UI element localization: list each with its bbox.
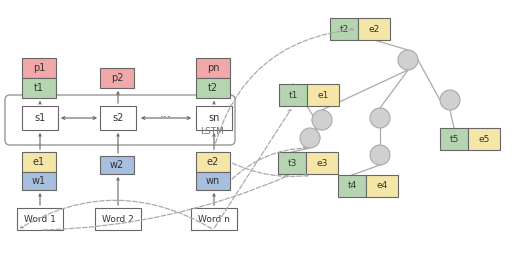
Text: t3: t3 [287,158,297,167]
Text: pn: pn [207,63,219,73]
Text: e5: e5 [479,135,490,144]
FancyBboxPatch shape [196,106,232,130]
Text: e3: e3 [316,158,328,167]
FancyBboxPatch shape [440,128,468,150]
Text: t1: t1 [288,90,298,100]
FancyBboxPatch shape [279,84,307,106]
FancyBboxPatch shape [338,175,366,197]
Text: ···: ··· [160,112,172,124]
FancyBboxPatch shape [22,172,56,190]
FancyBboxPatch shape [307,84,339,106]
Text: w2: w2 [110,160,124,170]
Circle shape [300,128,320,148]
Text: Word 1: Word 1 [24,214,56,224]
Text: sn: sn [208,113,219,123]
FancyBboxPatch shape [22,152,56,172]
Text: t5: t5 [449,135,458,144]
FancyBboxPatch shape [330,18,358,40]
Text: s1: s1 [34,113,46,123]
Text: t2: t2 [208,83,218,93]
Text: e1: e1 [317,90,328,100]
FancyBboxPatch shape [196,58,230,78]
FancyBboxPatch shape [22,58,56,78]
FancyBboxPatch shape [100,68,134,88]
FancyBboxPatch shape [196,152,230,172]
FancyBboxPatch shape [306,152,338,174]
FancyBboxPatch shape [100,156,134,174]
Text: t1: t1 [34,83,44,93]
FancyBboxPatch shape [191,208,237,230]
Text: Word n: Word n [198,214,230,224]
Text: e1: e1 [33,157,45,167]
Text: e4: e4 [376,182,388,190]
Text: p1: p1 [33,63,45,73]
FancyBboxPatch shape [468,128,500,150]
Circle shape [398,50,418,70]
FancyBboxPatch shape [22,106,58,130]
FancyBboxPatch shape [95,208,141,230]
FancyBboxPatch shape [5,95,235,145]
Text: t2: t2 [339,24,348,34]
Text: p2: p2 [111,73,123,83]
FancyBboxPatch shape [196,172,230,190]
FancyBboxPatch shape [366,175,398,197]
FancyBboxPatch shape [278,152,306,174]
Text: wn: wn [206,176,220,186]
Text: t4: t4 [347,182,357,190]
Circle shape [370,108,390,128]
FancyBboxPatch shape [358,18,390,40]
FancyBboxPatch shape [100,106,136,130]
Circle shape [440,90,460,110]
Text: Word 2: Word 2 [102,214,134,224]
FancyBboxPatch shape [196,78,230,98]
FancyBboxPatch shape [17,208,63,230]
Text: w1: w1 [32,176,46,186]
Text: e2: e2 [369,24,380,34]
Text: LSTM: LSTM [200,127,224,136]
Text: s2: s2 [113,113,124,123]
FancyBboxPatch shape [22,78,56,98]
Circle shape [370,145,390,165]
Circle shape [312,110,332,130]
Text: e2: e2 [207,157,219,167]
